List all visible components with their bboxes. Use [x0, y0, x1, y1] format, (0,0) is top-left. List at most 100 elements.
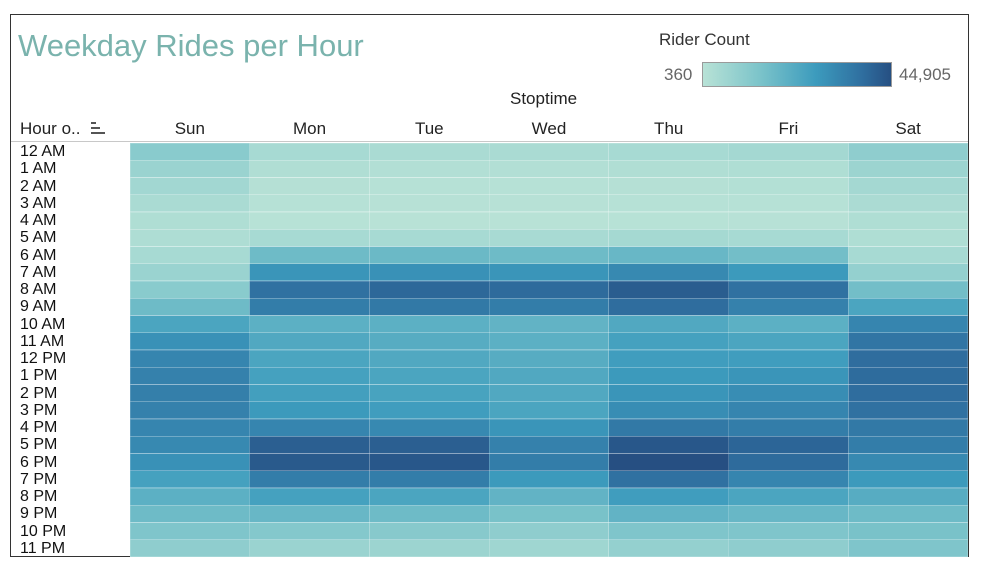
heatmap-cell[interactable] [369, 280, 490, 299]
heatmap-cell[interactable] [369, 487, 490, 506]
heatmap-cell[interactable] [249, 366, 370, 385]
heatmap-cell[interactable] [249, 487, 370, 506]
heatmap-cell[interactable] [369, 539, 490, 557]
heatmap-cell[interactable] [130, 159, 251, 178]
heatmap-cell[interactable] [847, 349, 968, 368]
heatmap-cell[interactable] [847, 143, 968, 161]
heatmap-cell[interactable] [249, 143, 370, 161]
heatmap-cell[interactable] [488, 332, 610, 351]
heatmap-cell[interactable] [249, 504, 370, 523]
heatmap-cell[interactable] [608, 246, 729, 265]
heatmap-cell[interactable] [728, 263, 849, 282]
heatmap-cell[interactable] [369, 315, 490, 334]
heatmap-cell[interactable] [488, 418, 610, 437]
heatmap-cell[interactable] [608, 470, 729, 489]
heatmap-cell[interactable] [369, 263, 490, 282]
heatmap-cell[interactable] [249, 280, 370, 299]
heatmap-cell[interactable] [369, 177, 490, 196]
heatmap-cell[interactable] [369, 228, 490, 247]
heatmap-cell[interactable] [130, 263, 251, 282]
heatmap-cell[interactable] [728, 384, 849, 403]
heatmap-cell[interactable] [608, 487, 729, 506]
heatmap-cell[interactable] [847, 453, 968, 472]
heatmap-cell[interactable] [608, 228, 729, 247]
heatmap-cell[interactable] [728, 297, 849, 316]
heatmap-cell[interactable] [728, 504, 849, 523]
heatmap-cell[interactable] [608, 177, 729, 196]
heatmap-cell[interactable] [728, 159, 849, 178]
heatmap-cell[interactable] [369, 418, 490, 437]
heatmap-cell[interactable] [847, 522, 968, 541]
heatmap-cell[interactable] [608, 366, 729, 385]
heatmap-cell[interactable] [369, 366, 490, 385]
heatmap-cell[interactable] [847, 435, 968, 454]
heatmap-cell[interactable] [488, 228, 610, 247]
heatmap-cell[interactable] [130, 315, 251, 334]
heatmap-cell[interactable] [728, 418, 849, 437]
heatmap-cell[interactable] [249, 401, 370, 420]
heatmap-cell[interactable] [369, 332, 490, 351]
heatmap-cell[interactable] [728, 194, 849, 213]
heatmap-cell[interactable] [130, 453, 251, 472]
heatmap-cell[interactable] [847, 539, 968, 557]
heatmap-cell[interactable] [249, 384, 370, 403]
heatmap-cell[interactable] [728, 487, 849, 506]
heatmap-cell[interactable] [488, 401, 610, 420]
heatmap-cell[interactable] [488, 211, 610, 230]
heatmap-cell[interactable] [608, 211, 729, 230]
heatmap-cell[interactable] [130, 177, 251, 196]
heatmap-cell[interactable] [249, 177, 370, 196]
heatmap-cell[interactable] [728, 143, 849, 161]
heatmap-cell[interactable] [488, 246, 610, 265]
heatmap-cell[interactable] [847, 401, 968, 420]
heatmap-cell[interactable] [608, 504, 729, 523]
heatmap-cell[interactable] [488, 522, 610, 541]
heatmap-cell[interactable] [488, 280, 610, 299]
heatmap-cell[interactable] [847, 280, 968, 299]
heatmap-cell[interactable] [847, 297, 968, 316]
heatmap-cell[interactable] [130, 194, 251, 213]
heatmap-cell[interactable] [369, 194, 490, 213]
heatmap-cell[interactable] [608, 384, 729, 403]
heatmap-cell[interactable] [369, 211, 490, 230]
heatmap-cell[interactable] [608, 522, 729, 541]
heatmap-cell[interactable] [728, 539, 849, 557]
heatmap-cell[interactable] [728, 522, 849, 541]
heatmap-cell[interactable] [728, 349, 849, 368]
heatmap-cell[interactable] [488, 470, 610, 489]
heatmap-cell[interactable] [847, 159, 968, 178]
heatmap-cell[interactable] [488, 384, 610, 403]
heatmap-cell[interactable] [847, 384, 968, 403]
heatmap-cell[interactable] [488, 349, 610, 368]
heatmap-cell[interactable] [249, 211, 370, 230]
heatmap-cell[interactable] [130, 246, 251, 265]
heatmap-cell[interactable] [130, 470, 251, 489]
heatmap-cell[interactable] [608, 349, 729, 368]
heatmap-cell[interactable] [488, 487, 610, 506]
heatmap-cell[interactable] [608, 453, 729, 472]
heatmap-cell[interactable] [847, 487, 968, 506]
heatmap-cell[interactable] [130, 435, 251, 454]
heatmap-cell[interactable] [130, 487, 251, 506]
heatmap-cell[interactable] [728, 332, 849, 351]
heatmap-cell[interactable] [728, 435, 849, 454]
heatmap-cell[interactable] [249, 246, 370, 265]
heatmap-cell[interactable] [847, 366, 968, 385]
heatmap-cell[interactable] [249, 297, 370, 316]
heatmap-cell[interactable] [249, 418, 370, 437]
heatmap-cell[interactable] [249, 453, 370, 472]
heatmap-cell[interactable] [608, 194, 729, 213]
heatmap-cell[interactable] [488, 504, 610, 523]
heatmap-cell[interactable] [728, 315, 849, 334]
heatmap-cell[interactable] [728, 401, 849, 420]
heatmap-cell[interactable] [488, 297, 610, 316]
heatmap-cell[interactable] [728, 211, 849, 230]
heatmap-cell[interactable] [608, 280, 729, 299]
heatmap-cell[interactable] [369, 401, 490, 420]
heatmap-cell[interactable] [847, 246, 968, 265]
heatmap-cell[interactable] [488, 435, 610, 454]
heatmap-cell[interactable] [847, 332, 968, 351]
heatmap-cell[interactable] [249, 228, 370, 247]
heatmap-cell[interactable] [847, 211, 968, 230]
heatmap-cell[interactable] [608, 332, 729, 351]
